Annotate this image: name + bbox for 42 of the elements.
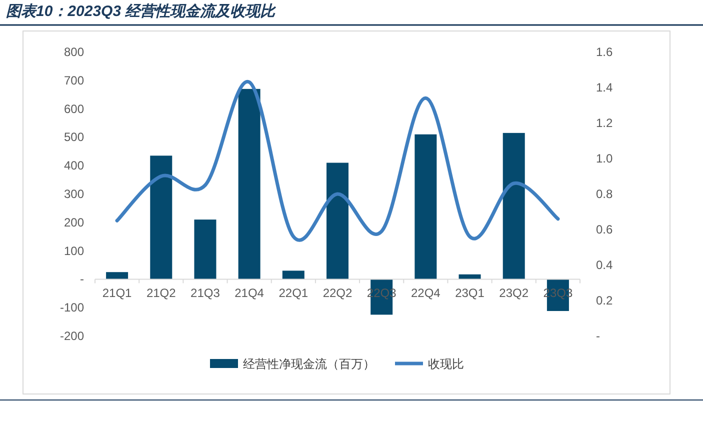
y-tick-label: -200 (60, 329, 84, 343)
y-tick-label: 700 (64, 73, 84, 88)
y-tick-label: 500 (64, 130, 84, 144)
legend-label: 收现比 (428, 357, 464, 371)
x-tick-label: 21Q1 (102, 286, 132, 300)
bar (502, 132, 525, 280)
title: 图表10：2023Q3 经营性现金流及收现比 (6, 3, 276, 20)
x-tick-label: 22Q2 (322, 286, 352, 300)
x-tick-label: 22Q1 (278, 286, 308, 300)
legend-item: 收现比 (395, 357, 464, 371)
y-tick-label: 600 (64, 102, 84, 116)
bar (194, 220, 216, 280)
x-tick-label: 23Q1 (455, 286, 485, 300)
x-tick-label: 22Q4 (411, 286, 441, 300)
bar (282, 270, 304, 280)
y2-tick-label: 1.6 (596, 45, 614, 59)
y2-tick-label: - (596, 329, 600, 343)
y2-tick-label: 0.8 (596, 187, 614, 201)
y2-tick-label: 1.2 (596, 116, 614, 130)
x-tick-label: 21Q4 (234, 286, 264, 300)
y2-tick-label: 0.4 (596, 258, 614, 272)
x-tick-label: 23Q2 (499, 286, 529, 300)
y2-tick-label: 0.6 (596, 222, 614, 236)
bar (326, 162, 348, 280)
x-tick-label: 21Q2 (146, 286, 176, 300)
y-tick-label: 100 (64, 244, 84, 258)
y2-tick-label: 0.2 (596, 294, 614, 308)
y-tick-label: 800 (64, 45, 84, 59)
y-tick-label: 400 (64, 158, 84, 173)
y-tick-label: - (80, 272, 84, 286)
y-tick-label: 200 (64, 215, 84, 230)
legend-label: 经营性净现金流（百万） (243, 357, 375, 371)
legend-item: 经营性净现金流（百万） (210, 357, 375, 371)
bar (150, 156, 172, 280)
bar (414, 134, 437, 280)
y2-tick-label: 1.4 (596, 80, 614, 94)
y-tick-label: 300 (64, 187, 84, 201)
bar (238, 88, 260, 280)
y-tick-label: -100 (60, 300, 84, 315)
x-tick-label: 21Q3 (190, 286, 220, 300)
bar (106, 272, 128, 280)
y2-tick-label: 1.0 (596, 152, 614, 166)
